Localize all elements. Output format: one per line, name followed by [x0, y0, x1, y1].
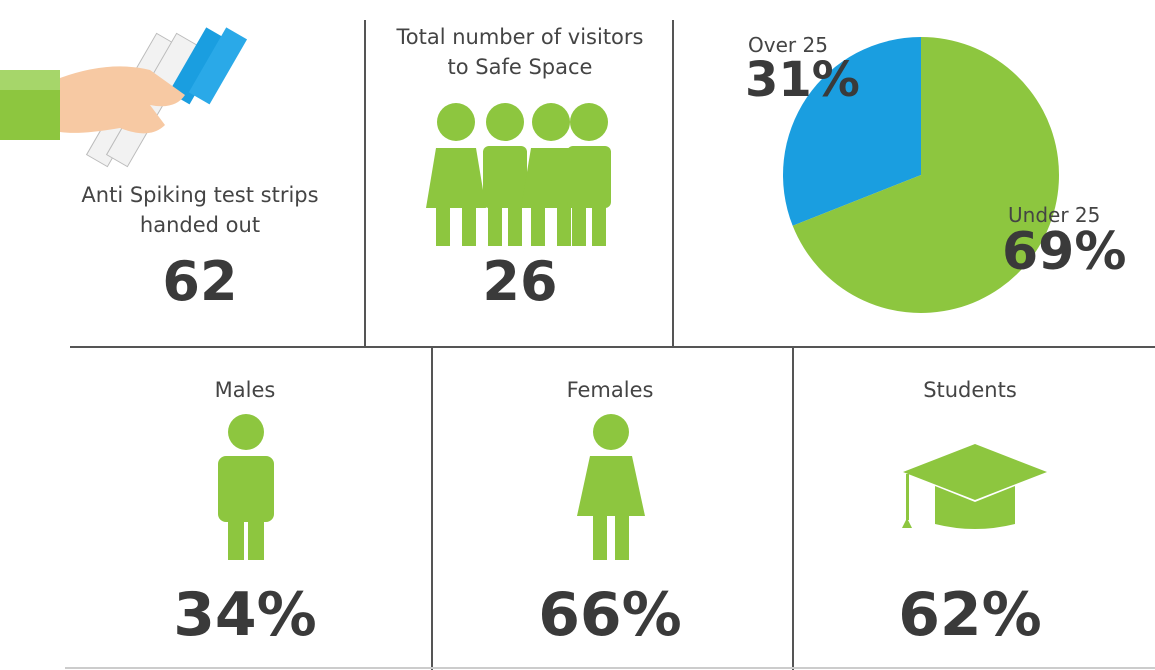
pie-value-label: 31% — [745, 52, 860, 108]
stat-value: 26 — [395, 250, 645, 313]
demographic-value: 66% — [485, 580, 735, 650]
demographic-label: Females — [485, 375, 735, 405]
demographic-value: 34% — [120, 580, 370, 650]
stat-label: Anti Spiking test strips handed out — [80, 180, 320, 240]
pie-value-label: 69% — [1002, 222, 1126, 282]
demographic-value: 62% — [845, 580, 1095, 650]
stat-label: Total number of visitors to Safe Space — [395, 22, 645, 82]
pie-chart — [0, 0, 1155, 670]
demographic-label: Students — [845, 375, 1095, 405]
demographic-label: Males — [120, 375, 370, 405]
stat-value: 62 — [80, 250, 320, 313]
infographic: Anti Spiking test strips handed out 62 T… — [0, 0, 1155, 670]
